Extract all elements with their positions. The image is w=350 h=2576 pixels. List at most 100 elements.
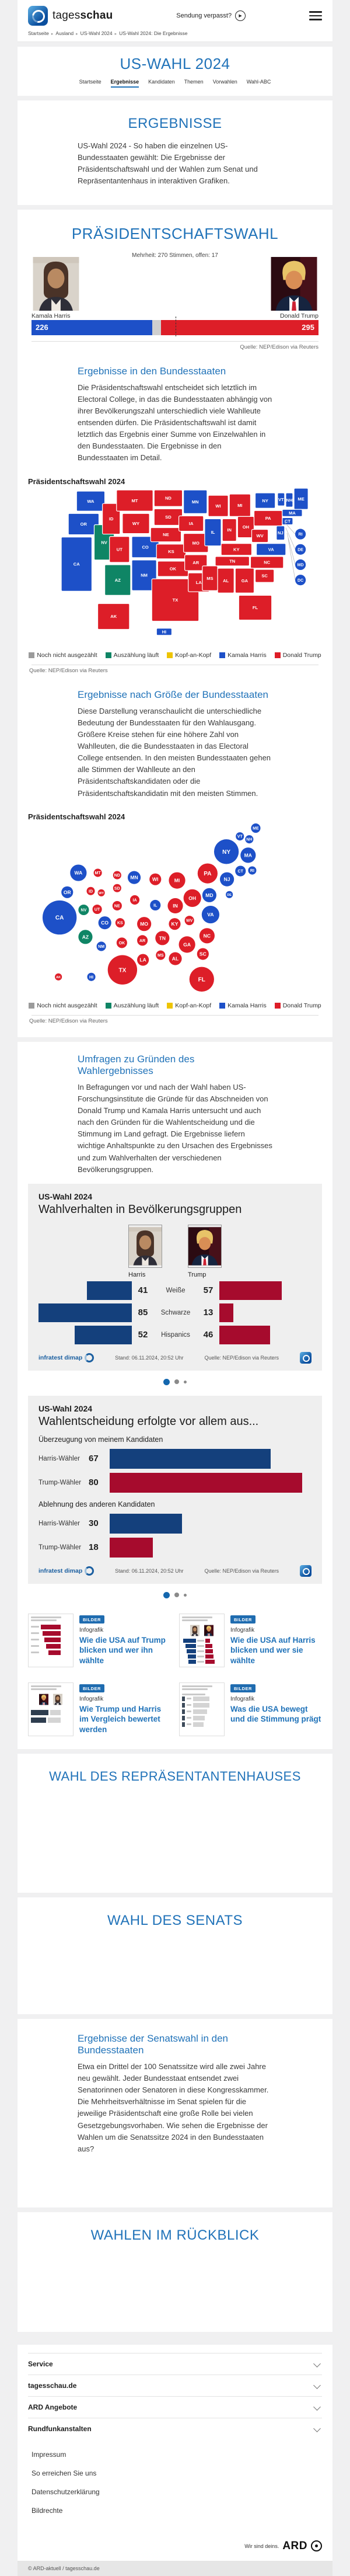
bubble-MN[interactable]	[127, 871, 141, 884]
bubble-WI[interactable]	[149, 873, 162, 885]
state-AR[interactable]	[184, 554, 208, 571]
bubble-MI[interactable]	[169, 872, 186, 889]
tab-wahl-abc[interactable]: Wahl-ABC	[246, 79, 271, 85]
state-MD[interactable]	[295, 559, 306, 570]
carousel-dot-1[interactable]	[163, 1378, 170, 1385]
bubble-FL[interactable]	[189, 967, 214, 992]
accordion-tagesschaude[interactable]: tagesschau.de	[28, 2374, 322, 2396]
state-WY[interactable]	[122, 513, 150, 534]
bubble-TX[interactable]	[107, 955, 138, 985]
bubble-WA[interactable]	[70, 864, 87, 881]
teaser-card-1[interactable]: BILDER Infografik Wie die USA auf Trump bl…	[28, 1613, 171, 1667]
hamburger-menu-icon[interactable]	[309, 11, 322, 20]
bubble-OR[interactable]	[61, 886, 74, 898]
missed-show-link[interactable]: Sendung verpasst? ▶	[176, 11, 246, 21]
bubble-AK[interactable]	[55, 973, 62, 981]
bubble-TN[interactable]	[155, 930, 170, 945]
bubble-LA[interactable]	[137, 954, 149, 966]
state-WA[interactable]	[76, 490, 106, 512]
tab-ergebnisse[interactable]: Ergebnisse	[110, 79, 139, 88]
footer-link[interactable]: Impressum	[32, 2450, 66, 2459]
bubble-NM[interactable]	[96, 941, 106, 951]
bubble-IA[interactable]	[130, 895, 140, 905]
bubble-MT[interactable]	[93, 868, 102, 877]
bubble-NY[interactable]	[214, 839, 239, 864]
accordion-rundfunkanstalten[interactable]: Rundfunkanstalten	[28, 2417, 322, 2439]
bubble-CT[interactable]	[235, 865, 246, 877]
state-VT[interactable]	[277, 492, 285, 506]
state-FL[interactable]	[238, 595, 272, 620]
state-AZ[interactable]	[104, 564, 131, 596]
state-DE[interactable]	[295, 544, 306, 555]
bubble-CA[interactable]	[42, 900, 77, 934]
state-ND[interactable]	[153, 489, 183, 507]
tab-themen[interactable]: Themen	[184, 79, 204, 85]
breadcrumb-item[interactable]: US-Wahl 2024: Die Ergebnisse	[119, 30, 188, 36]
bubble-RI[interactable]	[248, 866, 257, 875]
teaser-card-2[interactable]: BILDER Infografik Wie die USA auf Harris b…	[179, 1613, 322, 1667]
state-NE[interactable]	[150, 527, 182, 542]
bubble-CO[interactable]	[98, 916, 111, 929]
state-ID[interactable]	[102, 503, 121, 534]
state-OR[interactable]	[68, 513, 100, 535]
bubble-PA[interactable]	[197, 863, 218, 884]
bubble-NE[interactable]	[112, 901, 122, 910]
bubble-UT[interactable]	[92, 904, 102, 914]
carousel-dot-3[interactable]	[184, 1593, 187, 1597]
teaser-title[interactable]: Wie Trump und Harris im Vergleich bewert…	[79, 1704, 162, 1734]
footer-link[interactable]: Bildrechte	[32, 2506, 63, 2515]
accordion-service[interactable]: Service	[28, 2352, 322, 2375]
state-WV[interactable]	[251, 529, 269, 543]
state-TX[interactable]	[151, 578, 200, 621]
bubble-VT[interactable]	[236, 832, 244, 840]
bubble-IL[interactable]	[150, 899, 161, 910]
state-AK[interactable]	[97, 603, 130, 630]
bubble-NH[interactable]	[245, 835, 254, 843]
state-NM[interactable]	[131, 559, 157, 591]
bubble-SD[interactable]	[113, 884, 121, 892]
state-CA[interactable]	[61, 536, 93, 592]
bubble-NV[interactable]	[78, 904, 89, 915]
tab-kandidaten[interactable]: Kandidaten	[148, 79, 175, 85]
bubble-OK[interactable]	[116, 937, 127, 948]
bubble-ME[interactable]	[251, 823, 261, 833]
breadcrumb-item[interactable]: Ausland	[55, 30, 74, 36]
bubble-MO[interactable]	[137, 916, 152, 931]
state-NC[interactable]	[250, 555, 284, 569]
teaser-thumbnail[interactable]	[28, 1613, 74, 1667]
state-RI[interactable]	[295, 529, 306, 540]
carousel-dot-2[interactable]	[174, 1379, 179, 1385]
bubble-VA[interactable]	[201, 905, 220, 923]
state-IN[interactable]	[222, 518, 237, 541]
teaser-thumbnail[interactable]	[28, 1682, 74, 1736]
teaser-card-4[interactable]: BILDER Infografik Was die USA bewegt und d…	[179, 1682, 322, 1736]
bubble-WY[interactable]	[97, 889, 105, 896]
play-icon[interactable]: ▶	[235, 11, 246, 21]
carousel-dot-2[interactable]	[174, 1593, 179, 1598]
bubble-KY[interactable]	[169, 917, 181, 930]
teaser-title[interactable]: Wie die USA auf Trump blicken und wer ih…	[79, 1635, 166, 1665]
tagesschau-brand[interactable]: tagesschau	[28, 6, 113, 26]
bubble-AR[interactable]	[137, 934, 148, 946]
state-NH[interactable]	[285, 492, 293, 507]
footer-link[interactable]: Datenschutzerklärung	[32, 2487, 100, 2496]
teaser-title[interactable]: Was die USA bewegt und die Stimmung präg…	[230, 1704, 321, 1724]
bubble-MD[interactable]	[202, 888, 216, 902]
state-MN[interactable]	[183, 489, 208, 514]
tab-startseite[interactable]: Startseite	[79, 79, 102, 85]
bubble-AL[interactable]	[169, 952, 182, 965]
bubble-DE[interactable]	[226, 891, 233, 898]
teaser-thumbnail[interactable]	[179, 1682, 225, 1736]
state-MA[interactable]	[282, 509, 303, 517]
tab-vorwahlen[interactable]: Vorwahlen	[212, 79, 237, 85]
bubble-OH[interactable]	[183, 889, 201, 907]
teaser-card-3[interactable]: BILDER Infografik Wie Trump und Harris im …	[28, 1682, 171, 1736]
state-AL[interactable]	[217, 567, 235, 593]
bubble-NC[interactable]	[199, 927, 215, 944]
bubble-ND[interactable]	[113, 871, 121, 879]
breadcrumb-item[interactable]: Startseite	[28, 30, 49, 36]
state-HI[interactable]	[156, 627, 173, 636]
bubble-WV[interactable]	[184, 915, 194, 925]
bubble-MS[interactable]	[156, 950, 166, 960]
footer-link[interactable]: So erreichen Sie uns	[32, 2469, 97, 2477]
